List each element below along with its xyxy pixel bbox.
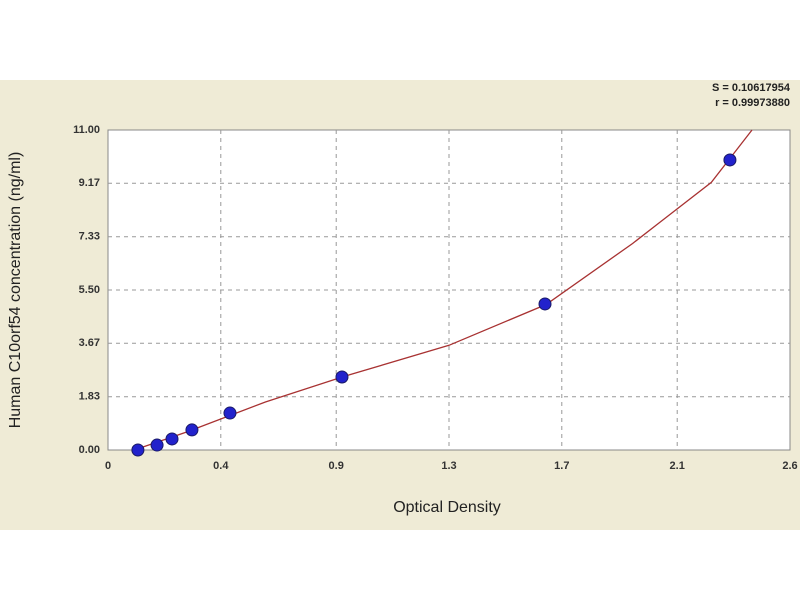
y-tick-label: 5.50	[79, 284, 100, 296]
annotation: S = 0.10617954	[712, 82, 791, 94]
data-point	[723, 153, 737, 167]
data-point	[185, 423, 199, 437]
y-tick-label: 7.33	[79, 231, 100, 243]
data-point	[335, 370, 349, 384]
x-tick-label: 1.7	[554, 460, 569, 472]
annotation: r = 0.99973880	[715, 97, 790, 109]
y-tick-label: 11.00	[73, 124, 100, 136]
x-tick-label: 0.4	[213, 460, 229, 472]
x-tick-label: 2.6	[782, 460, 797, 472]
x-tick-label: 0.9	[329, 460, 344, 472]
data-point	[150, 438, 164, 452]
y-tick-label: 3.67	[79, 337, 100, 349]
y-tick-label: 9.17	[79, 177, 100, 189]
data-point	[223, 406, 237, 420]
data-point	[165, 432, 179, 446]
data-point	[538, 297, 552, 311]
y-tick-label: 0.00	[79, 444, 100, 456]
y-tick-label: 1.83	[79, 391, 100, 403]
x-tick-label: 2.1	[670, 460, 685, 472]
x-tick-label: 1.3	[441, 460, 456, 472]
data-point	[131, 443, 145, 457]
y-axis-label: Human C10orf54 concentration (ng/ml)	[7, 152, 24, 429]
x-axis-label: Optical Density	[393, 499, 501, 516]
x-tick-label: 0	[105, 460, 111, 472]
